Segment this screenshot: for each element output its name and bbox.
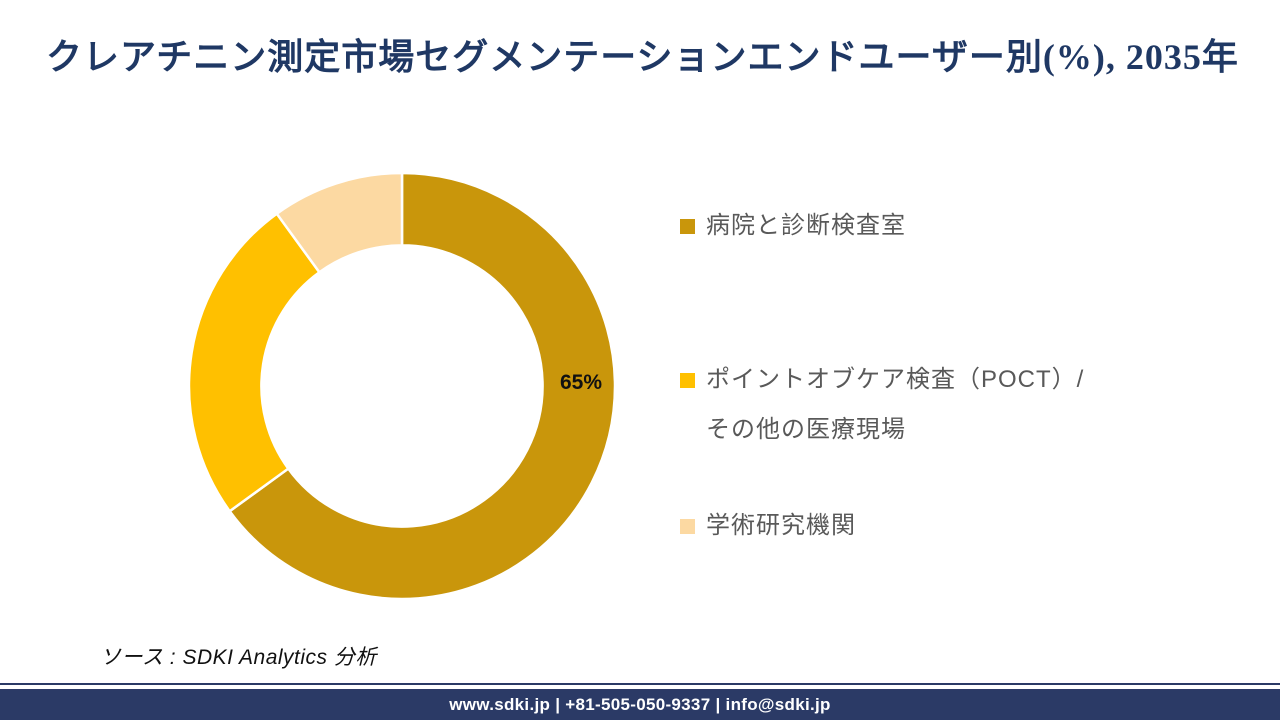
legend-label-hospitals: 病院と診断検査室 (706, 212, 906, 239)
legend-swatch-academic (680, 519, 695, 534)
legend-label-poct: ポイントオブケア検査（POCT）/ その他の医療現場 (706, 366, 1085, 443)
legend-item-hospitals: 病院と診断検査室 (680, 201, 906, 251)
legend-label-academic: 学術研究機関 (706, 512, 856, 539)
legend-item-poct: ポイントオブケア検査（POCT）/ その他の医療現場 (680, 355, 1084, 455)
legend-swatch-hospitals (680, 219, 695, 234)
source-note: ソース : SDKI Analytics 分析 (100, 646, 377, 669)
legend-item-academic: 学術研究機関 (680, 501, 856, 551)
legend-swatch-poct (680, 373, 695, 388)
footer-divider-rule (0, 683, 1280, 685)
data-label-65: 65% (559, 371, 603, 394)
donut-segment-1 (187, 211, 322, 513)
donut-chart (186, 170, 618, 602)
donut-segment-2 (275, 171, 404, 275)
chart-title: クレアチニン測定市場セグメンテーションエンドユーザー別(%), 2035年 (46, 37, 1239, 77)
donut-segment-0 (227, 171, 617, 601)
donut-chart-svg (187, 171, 617, 601)
footer-contact-bar: www.sdki.jp | +81-505-050-9337 | info@sd… (0, 689, 1280, 720)
